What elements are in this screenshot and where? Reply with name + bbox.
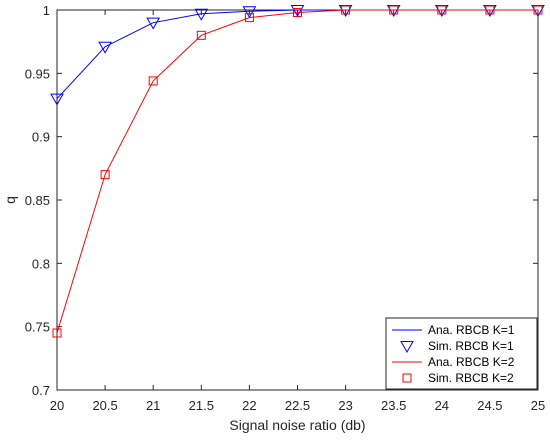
data-point-sim-k2	[52, 328, 62, 338]
y-tick-label: 0.9	[32, 130, 50, 145]
data-point-sim-k2	[485, 5, 495, 15]
x-tick-label: 21.5	[189, 398, 214, 413]
data-point-sim-k2	[244, 13, 254, 23]
y-tick-label: 0.8	[32, 256, 50, 271]
data-point-sim-k2	[148, 76, 158, 86]
y-axis-title: q	[2, 196, 18, 204]
x-tick-label: 24	[435, 398, 449, 413]
data-point-sim-k2	[293, 8, 302, 18]
y-tick-label: 0.95	[25, 66, 50, 81]
data-point-sim-k1	[98, 41, 112, 54]
data-point-sim-k1	[242, 6, 257, 19]
legend-label: Sim. RBCB K=1	[428, 339, 514, 353]
data-point-sim-k2	[341, 5, 351, 15]
x-tick-label: 24.5	[477, 398, 502, 413]
data-point-sim-k2	[533, 5, 543, 15]
data-point-sim-k1	[194, 8, 209, 21]
y-tick-label: 0.85	[25, 193, 50, 208]
data-point-sim-k2	[437, 5, 447, 15]
data-point-sim-k2	[100, 170, 110, 180]
data-point-sim-k1	[50, 93, 64, 106]
legend: Ana. RBCB K=1 Sim. RBCB K=1 Ana. RBCB K=2 S…	[385, 317, 538, 390]
data-point-sim-k1	[290, 5, 305, 18]
legend-square-marker	[402, 373, 412, 383]
x-tick-label: 25	[531, 398, 545, 413]
x-tick-label: 23	[338, 398, 352, 413]
data-point-sim-k2	[389, 5, 399, 15]
plot-series	[50, 5, 545, 338]
y-tick-label: 0.7	[32, 383, 50, 398]
y-tick-label: 1	[43, 3, 50, 18]
y-tick-label: 0.75	[25, 320, 50, 335]
x-tick-label: 20	[50, 398, 64, 413]
legend-triangle-marker	[400, 341, 414, 354]
legend-label: Ana. RBCB K=1	[428, 323, 515, 337]
data-point-sim-k2	[196, 30, 206, 40]
x-tick-label: 22.5	[285, 398, 310, 413]
series-line-ana-k2	[56, 9, 538, 334]
plot-axes: 20 20.5 21 21.5 22 22.5 23 23.5 24 24.5 25 0.7 0.75 0…	[2, 3, 545, 433]
x-axis-title: Signal noise ratio (db)	[229, 417, 365, 433]
x-tick-label: 21	[146, 398, 160, 413]
x-tick-label: 20.5	[92, 398, 117, 413]
data-point-sim-k1	[146, 17, 161, 30]
legend-label: Ana. RBCB K=2	[428, 355, 515, 369]
x-tick-label: 22	[242, 398, 256, 413]
legend-label: Sim. RBCB K=2	[428, 371, 514, 385]
x-tick-label: 23.5	[381, 398, 406, 413]
